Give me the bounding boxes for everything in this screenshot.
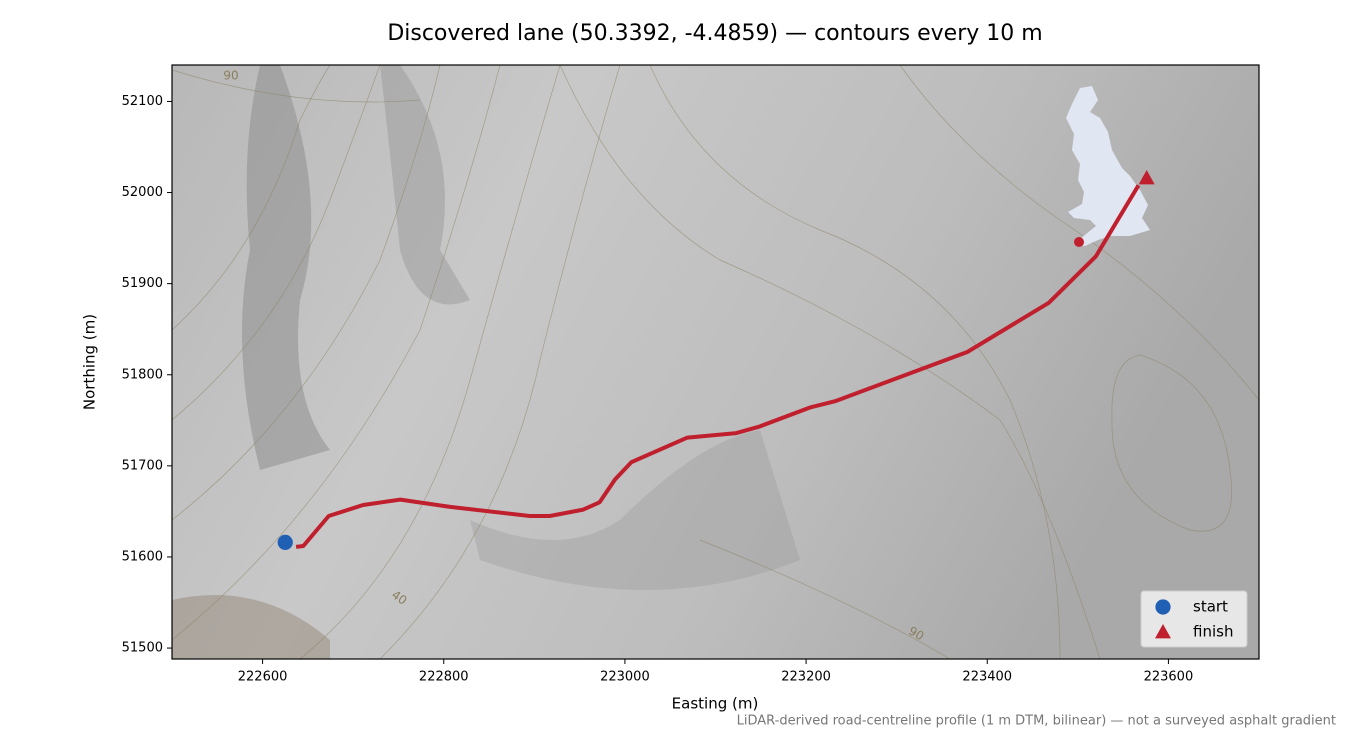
x-tick-label: 223600: [1144, 670, 1194, 685]
x-tick-label: 222800: [419, 670, 469, 685]
legend-label: finish: [1193, 623, 1233, 641]
uk-inset: [1066, 86, 1150, 247]
legend-label: start: [1193, 598, 1228, 616]
y-axis-label: Northing (m): [81, 314, 99, 410]
hillshade: [172, 65, 1259, 659]
x-tick-label: 222600: [238, 670, 288, 685]
plot-frame: [171, 64, 1260, 660]
x-tick-label: 223000: [600, 670, 650, 685]
x-tick-label: 223400: [962, 670, 1012, 685]
y-tick-label: 52000: [122, 185, 163, 200]
y-tick-label: 51800: [122, 367, 163, 382]
y-tick-label: 51600: [122, 549, 163, 564]
y-tick-label: 51700: [122, 458, 163, 473]
caption: LiDAR-derived road-centreline profile (1…: [737, 714, 1336, 729]
route-line: [295, 184, 1141, 549]
contour-label: 90: [223, 69, 238, 83]
y-tick-label: 51500: [122, 641, 163, 656]
y-tick-label: 51900: [122, 276, 163, 291]
x-axis-label: Easting (m): [672, 695, 759, 713]
finish-marker: [1138, 169, 1155, 185]
y-tick-label: 52100: [122, 94, 163, 109]
chart-title: Discovered lane (50.3392, -4.4859) — con…: [387, 21, 1042, 46]
start-marker: [277, 534, 293, 550]
legend-symbol: [1155, 599, 1171, 615]
x-tick-label: 223200: [781, 670, 831, 685]
legend-symbol: [1155, 624, 1171, 639]
contour-label: 90: [906, 624, 926, 644]
legend: start finish: [1140, 590, 1248, 648]
